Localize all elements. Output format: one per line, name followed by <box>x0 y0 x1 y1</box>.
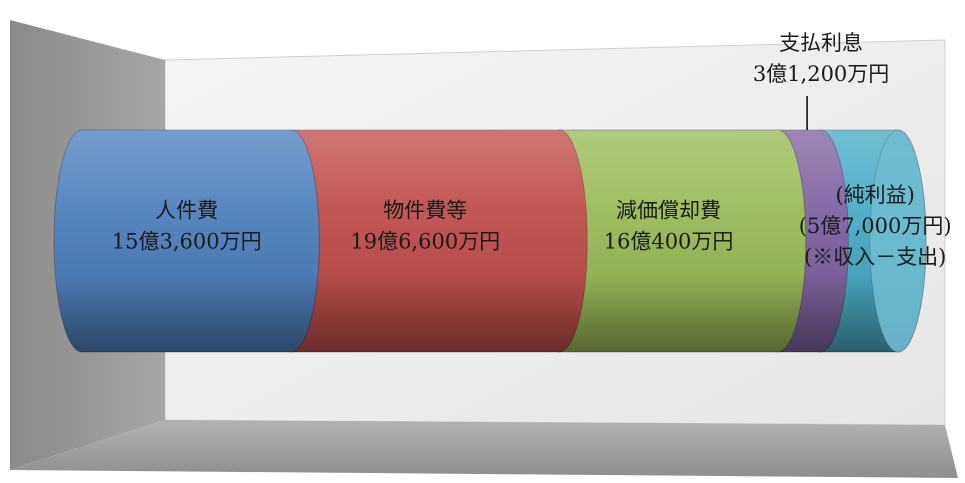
segment-labels: 人件費 15億3,600万円 物件費等 19億6,600万円 減価償却費 16億400万円… <box>112 31 952 269</box>
segment-value-label-4: 3億1,200万円 <box>753 62 889 86</box>
segment-value-label-3: 16億400万円 <box>604 230 734 254</box>
cylinder-end-cap-highlight <box>870 130 926 352</box>
segment-name-label-2: 物件費等 <box>383 199 467 223</box>
segment-value-label-2: 19億6,600万円 <box>350 230 500 254</box>
cylinder-end-cap <box>869 129 927 353</box>
cylinder-shading-1 <box>54 130 320 352</box>
cylinder-shading-3 <box>531 130 806 352</box>
segment-name-label-3: 減価償却費 <box>616 199 721 223</box>
segment-value-label-5: (5億7,000万円) <box>799 214 952 238</box>
segment-name-label-5: (純利益) <box>835 183 914 207</box>
cylinder-segments <box>53 129 927 353</box>
cylinder-shading-2 <box>263 130 588 352</box>
segment-value-label-1: 15億3,600万円 <box>112 230 262 254</box>
floor <box>10 420 958 478</box>
segment-name-label-4: 支払利息 <box>779 31 863 55</box>
segment-name-label-1: 人件費 <box>155 199 218 223</box>
segment-note-label-5: (※収入－支出) <box>804 245 946 269</box>
